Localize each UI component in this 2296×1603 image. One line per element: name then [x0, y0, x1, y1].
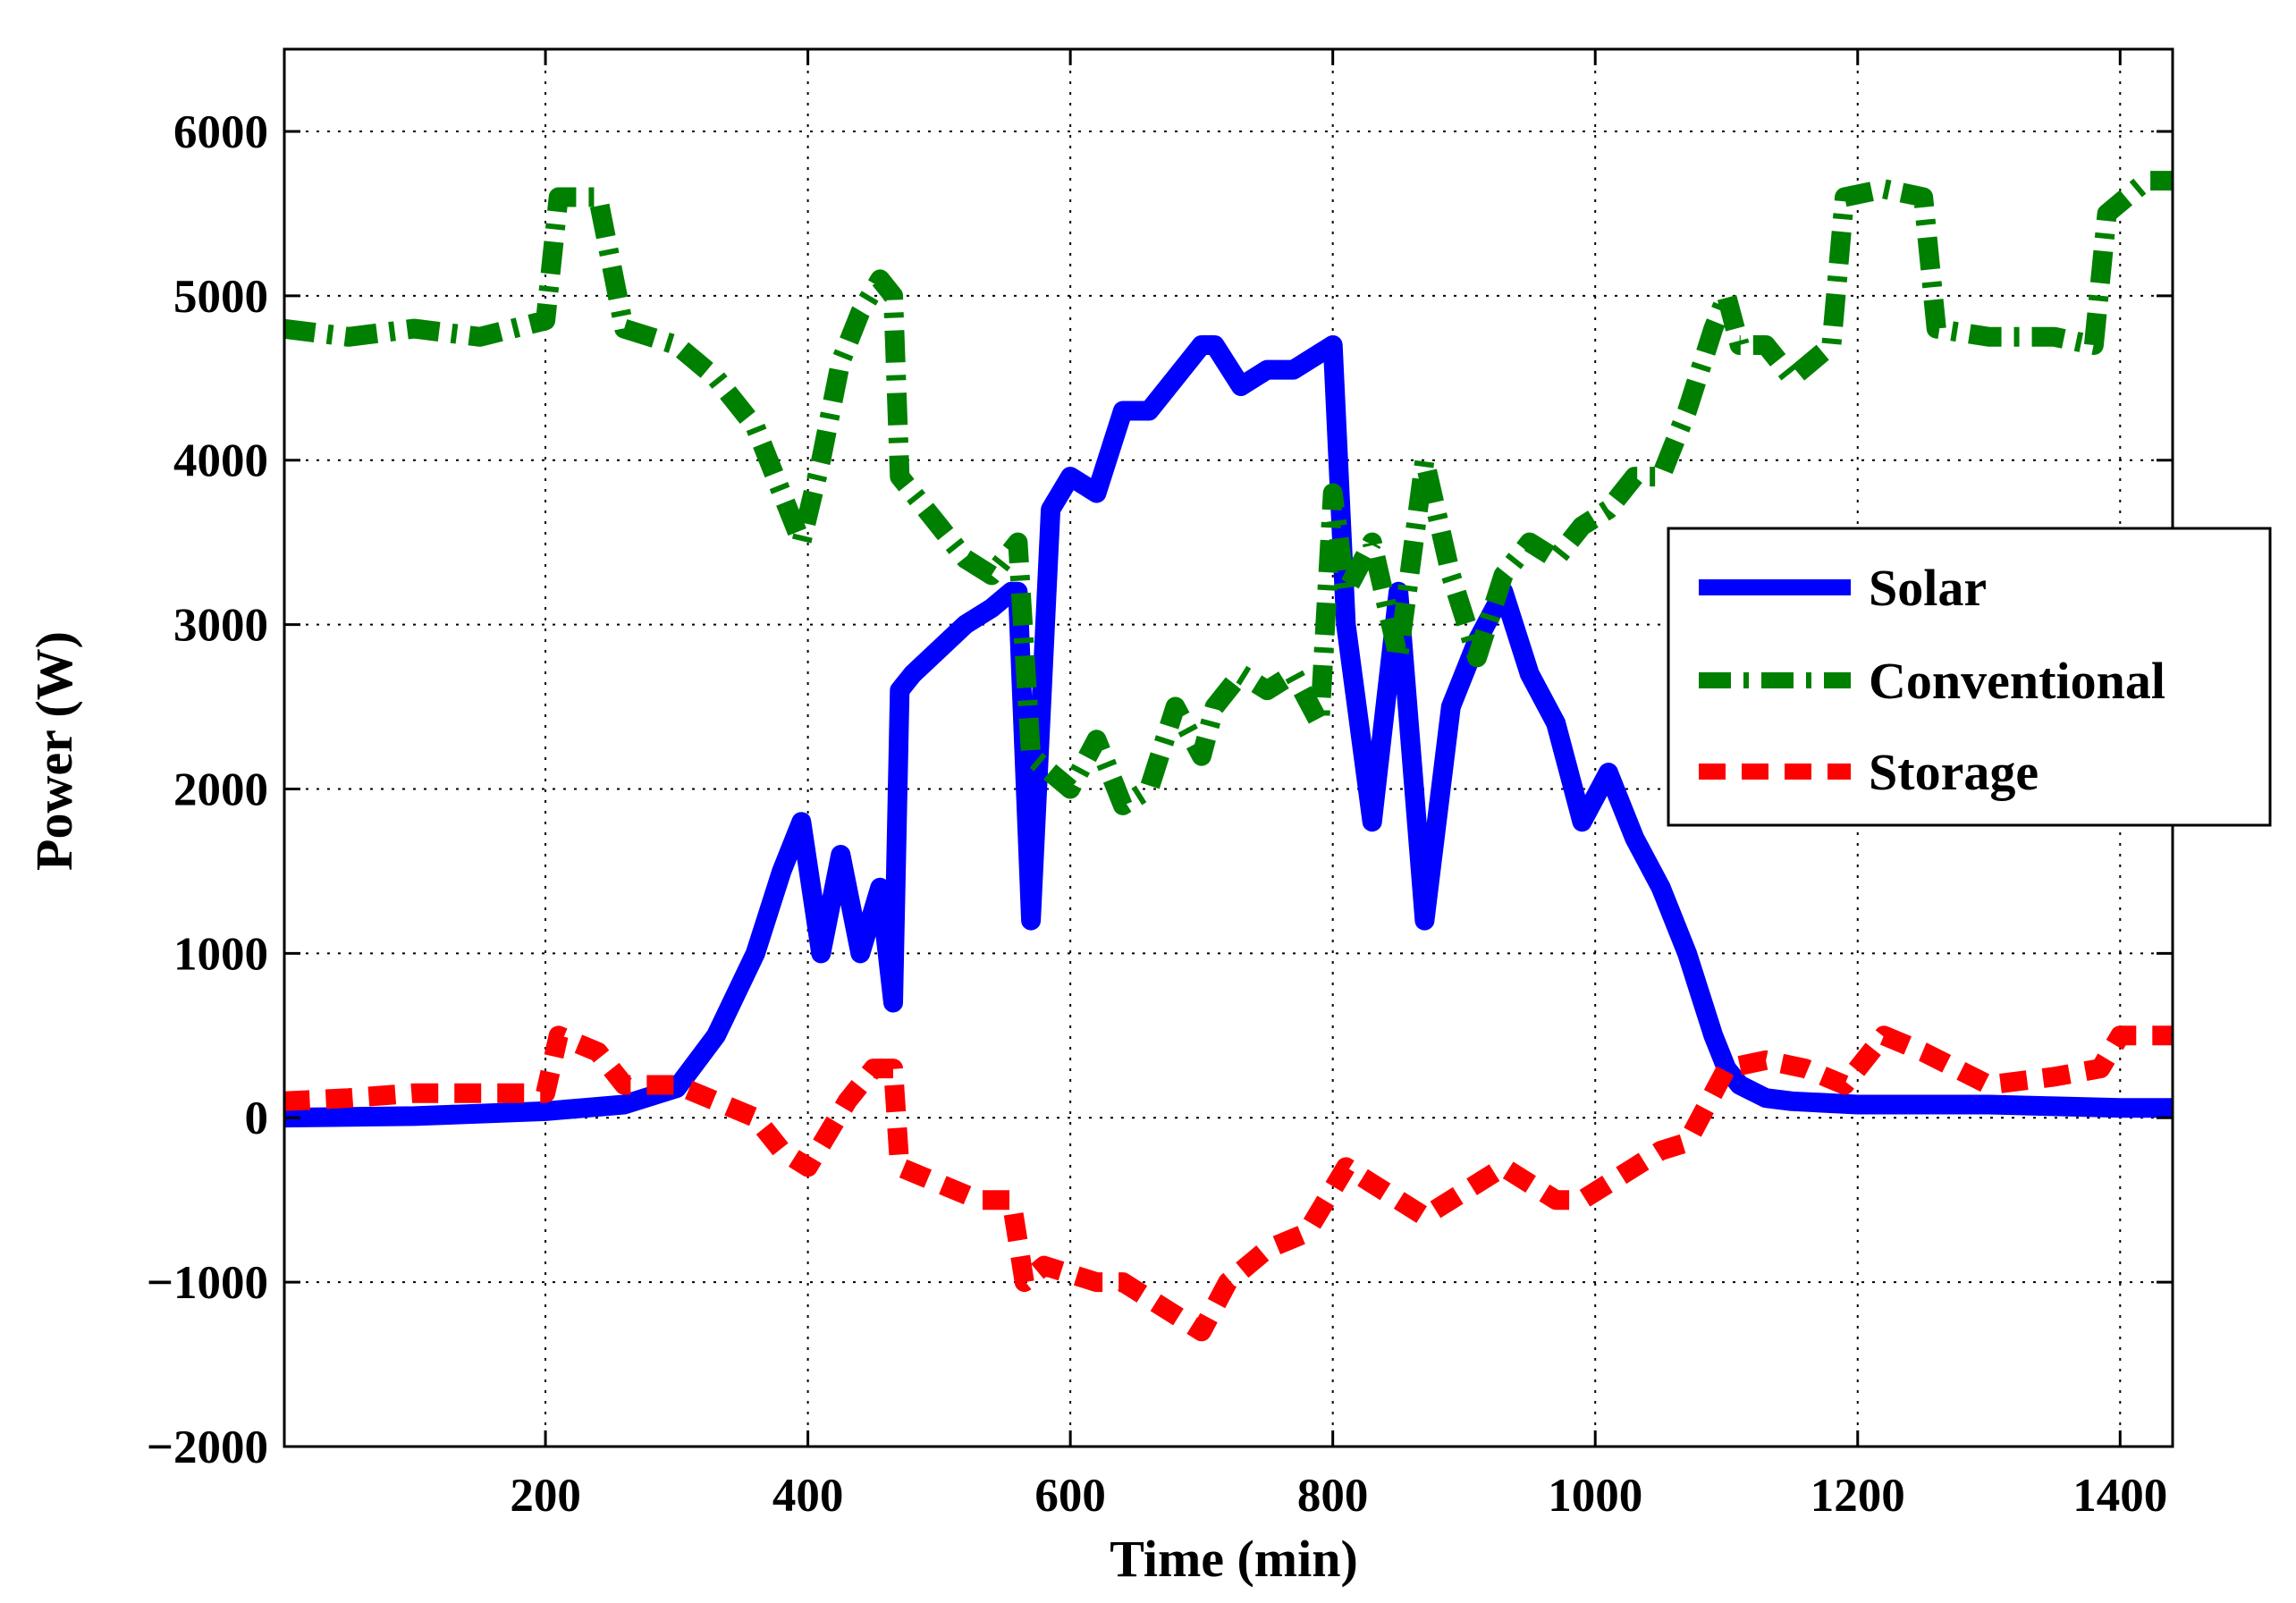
legend-label-conventional: Conventional: [1869, 652, 2165, 710]
x-tick-label: 600: [1034, 1470, 1106, 1522]
y-axis-label: Power (W): [25, 631, 83, 871]
y-tick-label: 5000: [173, 271, 268, 323]
x-tick-label: 1400: [2072, 1470, 2167, 1522]
x-tick-label: 400: [772, 1470, 844, 1522]
y-tick-label: 6000: [173, 106, 268, 158]
legend-label-solar: Solar: [1869, 559, 1987, 617]
y-tick-label: 2000: [173, 764, 268, 815]
x-tick-label: 200: [510, 1470, 581, 1522]
y-tick-label: 1000: [173, 928, 268, 980]
y-tick-label: 3000: [173, 600, 268, 652]
x-tick-label: 1000: [1548, 1470, 1642, 1522]
series-layer: [284, 171, 2173, 1342]
y-tick-label: 0: [245, 1093, 269, 1144]
x-tick-label: 800: [1297, 1470, 1369, 1522]
y-tick-label: −2000: [147, 1422, 268, 1473]
series-line-conventional: [284, 171, 2173, 815]
legend-label-storage: Storage: [1869, 743, 2039, 801]
y-tick-label: −1000: [147, 1257, 268, 1309]
series-line-storage: [284, 1025, 2173, 1342]
x-axis-label: Time (min): [1110, 1530, 1358, 1588]
x-tick-label: 1200: [1811, 1470, 1905, 1522]
series-line-solar: [284, 335, 2173, 1128]
y-tick-label: 4000: [173, 435, 268, 487]
tick-labels: 200 400 600 800 1000 1200 1400 −2000 −1000 0 1000 2…: [147, 106, 2167, 1522]
legend: Solar Conventional Storage: [1667, 527, 2272, 827]
